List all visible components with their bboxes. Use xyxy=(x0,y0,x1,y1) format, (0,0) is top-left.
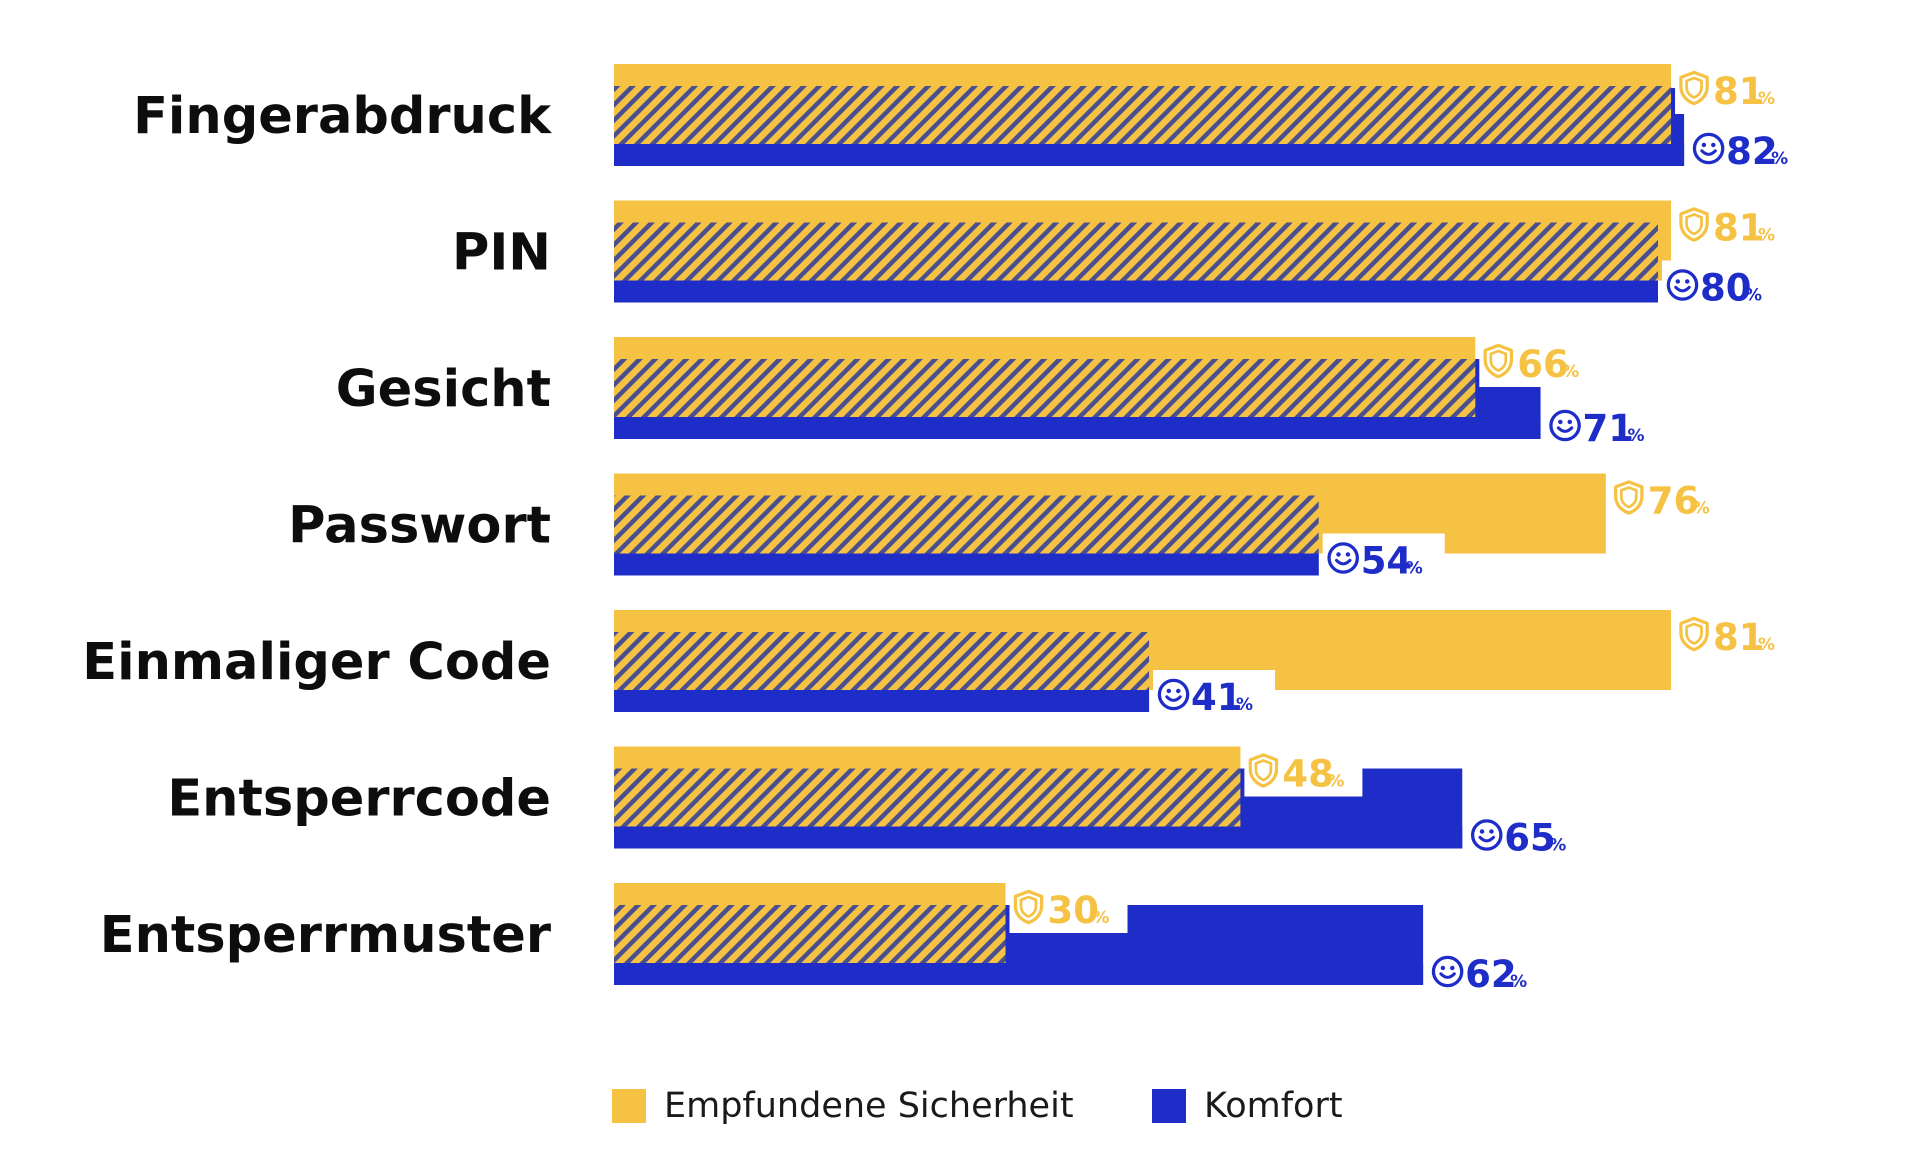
komfort-entsperrcode-label-bg xyxy=(1466,810,1589,861)
bar-overlap-passwort xyxy=(614,495,1319,554)
komfort-passwort-value-text: 54 xyxy=(1361,540,1413,583)
bar-overlap-gesicht xyxy=(614,359,1476,417)
bar-komfort-base-gesicht xyxy=(614,417,1541,439)
komfort-fingerabdruck-value-text: 82 xyxy=(1726,130,1778,173)
bar-komfort-base-einmaliger-code xyxy=(614,690,1150,712)
komfort-entsperrcode-value-label: 65% xyxy=(1466,810,1589,861)
komfort-entsperrcode-percent-sign: % xyxy=(1549,836,1566,856)
komfort-pin-value-label: 80% xyxy=(1662,260,1784,311)
sicherheit-entsperrcode-percent-sign: % xyxy=(1327,772,1344,792)
category-label-gesicht: Gesicht xyxy=(336,360,551,419)
bar-group-fingerabdruck xyxy=(614,64,1685,166)
bar-overlap-fingerabdruck xyxy=(614,86,1672,144)
bar-overlap-entsperrcode xyxy=(614,768,1241,827)
komfort-gesicht-value-text: 71 xyxy=(1583,407,1635,450)
sicherheit-fingerabdruck-value-label: 81% xyxy=(1675,64,1794,114)
komfort-einmaliger-code-percent-sign: % xyxy=(1236,695,1253,715)
komfort-entsperrmuster-value-text: 62 xyxy=(1465,953,1517,996)
bar-group-pin xyxy=(614,200,1672,303)
sicherheit-pin-percent-sign: % xyxy=(1758,226,1775,246)
komfort-gesicht-value-label: 71% xyxy=(1544,401,1667,451)
bar-group-gesicht xyxy=(614,337,1541,439)
komfort-einmaliger-code-label-bg xyxy=(1153,670,1276,720)
sicherheit-passwort-percent-sign: % xyxy=(1693,499,1710,519)
sicherheit-fingerabdruck-percent-sign: % xyxy=(1758,89,1775,109)
komfort-gesicht-label-bg xyxy=(1544,401,1667,451)
komfort-einmaliger-code-value-label: 41% xyxy=(1153,670,1276,720)
bar-komfort-base-entsperrmuster xyxy=(614,963,1424,985)
bar-komfort-base-passwort xyxy=(614,553,1319,576)
sicherheit-entsperrmuster-value-label: 30% xyxy=(1009,883,1128,933)
sicherheit-entsperrcode-value-text: 48 xyxy=(1282,753,1334,796)
sicherheit-gesicht-value-label: 66% xyxy=(1479,337,1598,387)
legend-item-sicherheit: Empfundene Sicherheit xyxy=(612,1084,1074,1128)
bar-group-passwort xyxy=(614,473,1606,576)
category-label-passwort: Passwort xyxy=(288,497,551,556)
komfort-fingerabdruck-percent-sign: % xyxy=(1771,149,1788,169)
komfort-entsperrmuster-value-label: 62% xyxy=(1427,947,1550,997)
komfort-entsperrcode-value-text: 65 xyxy=(1504,817,1556,860)
category-label-fingerabdruck: Fingerabdruck xyxy=(133,87,552,146)
labels-layer: Fingerabdruck 81%82%PIN 81%80%Gesicht 66%71… xyxy=(82,64,1811,997)
sicherheit-einmaliger-code-value-label: 81% xyxy=(1675,610,1794,660)
sicherheit-gesicht-value-text: 66 xyxy=(1517,343,1569,386)
category-label-entsperrmuster: Entsperrmuster xyxy=(100,906,551,965)
category-label-einmaliger-code: Einmaliger Code xyxy=(82,633,551,692)
komfort-gesicht-percent-sign: % xyxy=(1628,426,1645,446)
bars-layer xyxy=(614,64,1685,985)
bar-komfort-base-pin xyxy=(614,280,1658,303)
legend-label-sicherheit: Empfundene Sicherheit xyxy=(664,1086,1074,1126)
legend-swatch-komfort xyxy=(1152,1089,1186,1123)
category-label-entsperrcode: Entsperrcode xyxy=(167,770,551,829)
komfort-entsperrmuster-percent-sign: % xyxy=(1510,972,1527,992)
legend-swatch-sicherheit xyxy=(612,1089,646,1123)
komfort-pin-label-bg xyxy=(1662,260,1784,311)
legend-label-komfort: Komfort xyxy=(1204,1086,1343,1126)
komfort-entsperrmuster-label-bg xyxy=(1427,947,1550,997)
category-label-pin: PIN xyxy=(452,224,551,283)
sicherheit-passwort-value-text: 76 xyxy=(1648,480,1700,523)
bar-overlap-einmaliger-code xyxy=(614,632,1150,690)
komfort-einmaliger-code-value-text: 41 xyxy=(1191,676,1243,719)
sicherheit-einmaliger-code-percent-sign: % xyxy=(1758,635,1775,655)
sicherheit-einmaliger-code-value-text: 81 xyxy=(1713,616,1765,659)
sicherheit-passwort-value-label: 76% xyxy=(1609,473,1728,524)
bar-overlap-entsperrmuster xyxy=(614,905,1006,963)
komfort-fingerabdruck-value-label: 82% xyxy=(1688,124,1811,174)
komfort-passwort-value-label: 54% xyxy=(1322,533,1445,584)
sicherheit-entsperrcode-value-label: 48% xyxy=(1244,746,1363,797)
sicherheit-pin-value-text: 81 xyxy=(1713,207,1765,250)
komfort-pin-value-text: 80 xyxy=(1700,267,1752,310)
sicherheit-pin-value-label: 81% xyxy=(1675,200,1794,251)
sicherheit-gesicht-percent-sign: % xyxy=(1562,362,1579,382)
komfort-passwort-label-bg xyxy=(1322,533,1445,584)
komfort-pin-percent-sign: % xyxy=(1745,286,1762,306)
sicherheit-entsperrmuster-percent-sign: % xyxy=(1093,908,1110,928)
legend: Empfundene Sicherheit Komfort xyxy=(0,1084,1920,1128)
bar-group-entsperrcode xyxy=(614,746,1463,849)
legend-item-komfort: Komfort xyxy=(1152,1084,1343,1128)
komfort-fingerabdruck-label-bg xyxy=(1688,124,1811,174)
sicherheit-entsperrmuster-value-text: 30 xyxy=(1048,889,1100,932)
bar-group-einmaliger-code xyxy=(614,610,1672,712)
bar-overlap-pin xyxy=(614,222,1658,281)
komfort-passwort-percent-sign: % xyxy=(1406,559,1423,579)
bar-komfort-base-fingerabdruck xyxy=(614,144,1685,166)
bar-komfort-base-entsperrcode xyxy=(614,826,1463,849)
sicherheit-fingerabdruck-value-text: 81 xyxy=(1713,70,1765,113)
